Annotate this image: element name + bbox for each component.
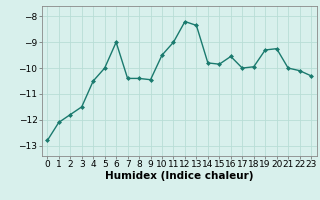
X-axis label: Humidex (Indice chaleur): Humidex (Indice chaleur) bbox=[105, 171, 253, 181]
